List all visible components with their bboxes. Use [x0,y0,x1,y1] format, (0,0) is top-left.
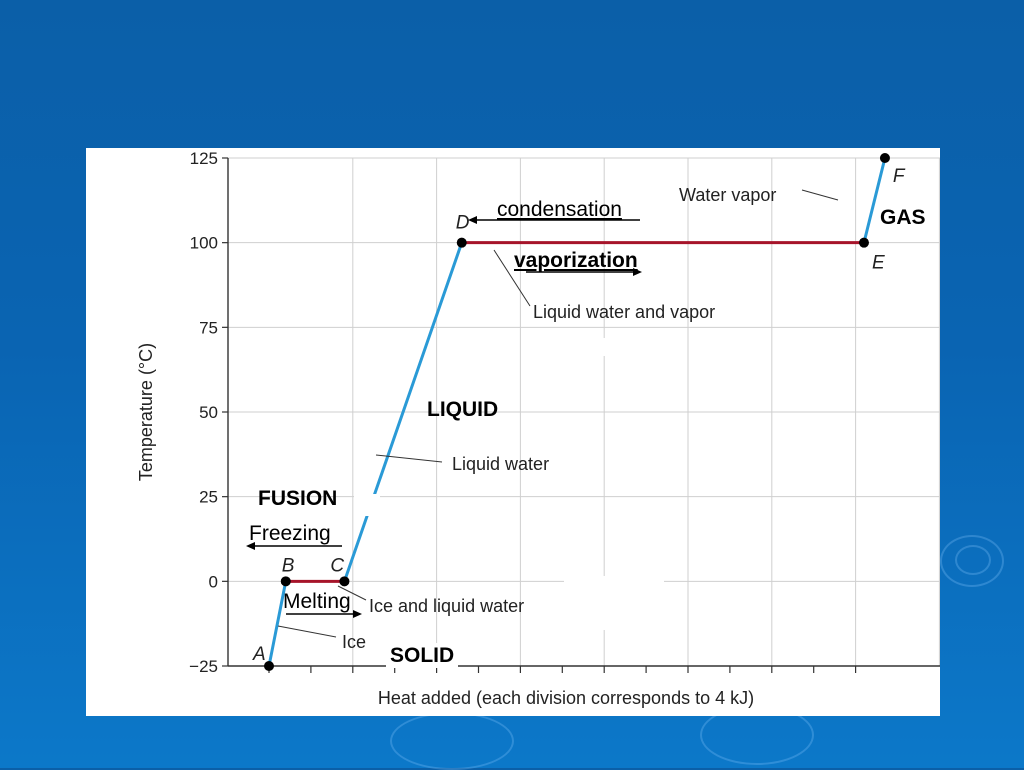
y-tick-label: 50 [199,403,218,422]
annotation-leader [801,189,839,201]
right-arrow-icon [286,610,362,618]
point-label: B [282,555,295,576]
left-arrow-icon [468,216,640,224]
annotation-label: Liquid water [452,454,549,474]
point-label: F [893,166,906,187]
annotation-label: Water vapor [679,185,776,205]
ripple-decoration [390,712,514,770]
y-tick-label: 25 [199,488,218,507]
solid-label: SOLID [386,643,459,668]
series-segment [267,579,288,668]
y-axis-label: Temperature (°C) [136,343,156,481]
vaporization-label: vaporization [514,249,638,272]
condensation-label: condensation [497,198,622,221]
data-point [339,576,350,587]
series-segment [862,156,887,245]
data-point [456,237,467,248]
data-point [264,661,274,671]
x-axis-label: Heat added (each division corresponds to… [378,688,754,708]
fusion-label: FUSION [258,487,338,510]
right-arrow-icon [526,268,642,276]
data-point [858,237,869,248]
mask-patch [564,576,664,630]
mask-patch [526,338,686,356]
chart-panel: 125 100 75 50 25 0 −25 Heat added (each divisio… [86,148,940,716]
annotation-leader [277,625,337,638]
data-point [280,576,291,587]
annotation-leader [337,585,367,601]
melting-label: Melting [283,590,351,613]
annotation-label: Ice and liquid water [369,596,524,616]
ripple-decoration [955,545,991,575]
phase-change-chart: 125 100 75 50 25 0 −25 Heat added (each divisio… [136,149,940,708]
data-point [879,153,890,163]
y-tick-label: 0 [209,572,218,591]
ripple-decoration [940,535,1004,587]
point-label: E [872,253,885,274]
left-arrow-icon [246,542,342,550]
y-tick-label: 75 [199,318,218,337]
series-segment [342,241,464,583]
annotation-label: Ice [342,632,366,652]
y-tick-label: 125 [190,149,218,168]
liquid-label: LIQUID [427,398,499,421]
y-tick-label: −25 [189,657,218,676]
point-label: A [252,644,266,665]
annotation-leader [493,249,531,307]
point-label: C [330,555,344,576]
annotation-leader [375,454,443,463]
annotation-label: Liquid water and vapor [533,302,715,322]
gas-label: GAS [880,206,926,229]
y-tick-label: 100 [190,234,218,253]
mask-patch [354,494,380,516]
point-label: D [456,213,470,234]
freezing-label: Freezing [249,522,331,545]
